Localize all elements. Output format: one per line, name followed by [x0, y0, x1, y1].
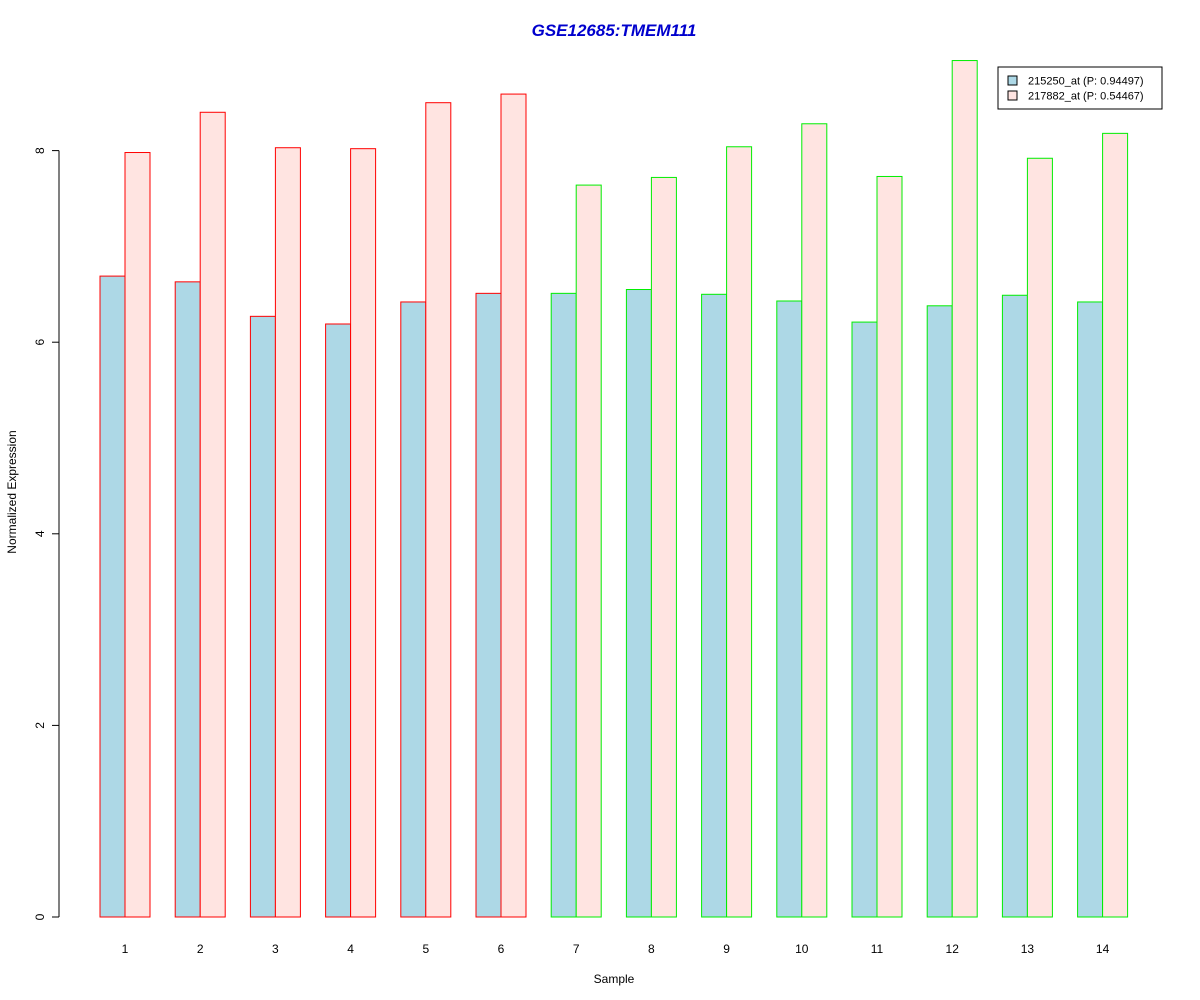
bar-series2-sample-13	[1026, 157, 1053, 918]
x-tick-label: 2	[197, 942, 204, 956]
x-tick-label: 10	[795, 942, 809, 956]
x-tick-label: 9	[723, 942, 730, 956]
bar-series1-sample-11	[851, 321, 878, 918]
legend: 215250_at (P: 0.94497) 217882_at (P: 0.54…	[997, 66, 1163, 110]
bar-series2-sample-10	[801, 123, 828, 918]
bars-group	[99, 60, 1129, 918]
bar-series2-sample-2	[199, 111, 226, 918]
x-axis-label: Sample	[594, 972, 635, 986]
x-tick-label: 7	[573, 942, 580, 956]
legend-label: 217882_at (P: 0.54467)	[1028, 91, 1144, 103]
bar-series1-sample-2	[174, 281, 201, 918]
x-tick-label: 1	[122, 942, 129, 956]
y-tick-label: 4	[33, 530, 47, 537]
bar-series2-sample-5	[425, 102, 452, 918]
bar-series1-sample-6	[475, 292, 502, 918]
bar-series1-sample-3	[249, 315, 276, 918]
x-tick-label: 13	[1021, 942, 1035, 956]
bar-series1-sample-8	[625, 289, 652, 918]
bar-series2-sample-3	[274, 147, 301, 918]
bar-series1-sample-14	[1077, 301, 1104, 918]
x-tick-labels: 1 2 3 4 5 6 7 8 9 10 11 12 13 14	[122, 942, 1110, 956]
bar-series1-sample-4	[325, 323, 352, 918]
bar-series1-sample-12	[926, 305, 953, 918]
bar-series2-sample-7	[575, 184, 602, 918]
x-tick-label: 3	[272, 942, 279, 956]
bar-series2-sample-8	[650, 176, 677, 918]
x-tick-label: 8	[648, 942, 655, 956]
bar-series1-sample-10	[776, 300, 803, 918]
bar-series2-sample-9	[726, 146, 753, 918]
y-tick-label: 6	[33, 339, 47, 346]
y-tick-label: 2	[33, 722, 47, 729]
legend-swatch	[1007, 75, 1018, 86]
y-tick-label: 8	[33, 147, 47, 154]
bar-series1-sample-7	[550, 292, 577, 918]
bar-series2-sample-1	[124, 152, 151, 918]
bar-series2-sample-14	[1102, 132, 1129, 918]
bar-series1-sample-5	[400, 301, 427, 918]
x-tick-label: 4	[347, 942, 354, 956]
x-tick-label: 11	[871, 942, 884, 956]
y-axis: 0 2 4 6 8	[33, 147, 60, 920]
legend-swatch	[1007, 90, 1018, 101]
x-tick-label: 14	[1096, 942, 1110, 956]
y-axis-label: Normalized Expression	[5, 430, 19, 553]
bar-series1-sample-1	[99, 275, 126, 918]
bar-series2-sample-12	[951, 60, 978, 918]
y-tick-label: 0	[33, 913, 47, 920]
x-tick-label: 6	[498, 942, 505, 956]
bar-series1-sample-9	[701, 293, 728, 918]
x-tick-label: 12	[946, 942, 960, 956]
bar-series2-sample-4	[350, 148, 377, 918]
chart-title: GSE12685:TMEM111	[532, 21, 697, 40]
bar-series1-sample-13	[1001, 294, 1028, 918]
legend-label: 215250_at (P: 0.94497)	[1028, 76, 1144, 88]
x-tick-label: 5	[422, 942, 429, 956]
legend-box	[997, 66, 1163, 110]
bar-series2-sample-11	[876, 175, 903, 918]
bar-series2-sample-6	[500, 93, 527, 918]
